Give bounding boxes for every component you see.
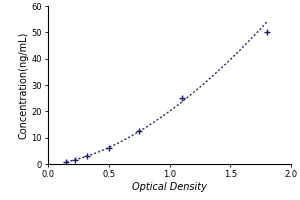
Y-axis label: Concentration(ng/mL): Concentration(ng/mL) (18, 31, 28, 139)
X-axis label: Optical Density: Optical Density (132, 182, 207, 192)
